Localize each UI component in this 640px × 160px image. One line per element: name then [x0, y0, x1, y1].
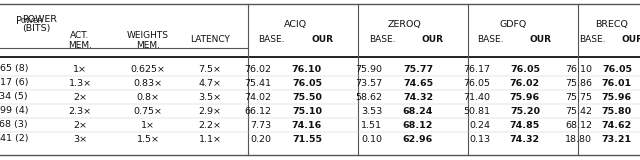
Text: 76.17: 76.17	[463, 64, 490, 73]
Text: BASE.: BASE.	[369, 36, 396, 44]
Text: 74.32: 74.32	[510, 135, 540, 144]
Text: 76.02: 76.02	[244, 64, 271, 73]
Text: 74.85: 74.85	[509, 120, 540, 129]
Text: 71.40: 71.40	[463, 92, 490, 101]
Text: 75.75: 75.75	[565, 92, 592, 101]
Text: 76.05: 76.05	[463, 79, 490, 88]
Text: ZEROQ: ZEROQ	[388, 20, 422, 28]
Text: 76.10: 76.10	[292, 64, 322, 73]
Text: BRECQ: BRECQ	[596, 20, 628, 28]
Text: 134 (5): 134 (5)	[0, 92, 28, 101]
Text: 75.41: 75.41	[244, 79, 271, 88]
Text: 0.75×: 0.75×	[134, 107, 163, 116]
Text: 0.24: 0.24	[469, 120, 490, 129]
Text: P: P	[16, 16, 22, 26]
Text: 75.42: 75.42	[565, 107, 592, 116]
Text: 50.81: 50.81	[463, 107, 490, 116]
Text: 68.24: 68.24	[403, 107, 433, 116]
Text: 75.86: 75.86	[565, 79, 592, 88]
Text: 73.21: 73.21	[602, 135, 632, 144]
Text: 0.20: 0.20	[250, 135, 271, 144]
Text: 0.13: 0.13	[469, 135, 490, 144]
Text: BASE.: BASE.	[258, 36, 284, 44]
Text: (BITS): (BITS)	[22, 24, 51, 33]
Text: OUR: OUR	[529, 36, 551, 44]
Text: 74.02: 74.02	[244, 92, 271, 101]
Text: 2×: 2×	[73, 92, 87, 101]
Text: OUR: OUR	[311, 36, 333, 44]
Text: 41 (2): 41 (2)	[0, 135, 28, 144]
Text: 2×: 2×	[73, 120, 87, 129]
Text: BASE.: BASE.	[477, 36, 503, 44]
Text: 58.62: 58.62	[355, 92, 382, 101]
Text: 18.80: 18.80	[565, 135, 592, 144]
Text: ACT.: ACT.	[70, 32, 90, 40]
Text: BASE.: BASE.	[579, 36, 605, 44]
Text: 3×: 3×	[73, 135, 87, 144]
Text: 74.65: 74.65	[403, 79, 433, 88]
Text: 0.8×: 0.8×	[136, 92, 159, 101]
Text: 4.7×: 4.7×	[198, 79, 221, 88]
Text: 1×: 1×	[141, 120, 155, 129]
Text: 66.12: 66.12	[244, 107, 271, 116]
Text: 75.90: 75.90	[355, 64, 382, 73]
Text: 1.1×: 1.1×	[198, 135, 221, 144]
Text: 74.62: 74.62	[602, 120, 632, 129]
Text: 265 (8): 265 (8)	[0, 64, 28, 73]
Text: 0.625×: 0.625×	[131, 64, 166, 73]
Text: 217 (6): 217 (6)	[0, 79, 28, 88]
Text: 1×: 1×	[73, 64, 87, 73]
Text: 3.53: 3.53	[361, 107, 382, 116]
Text: 68.12: 68.12	[565, 120, 592, 129]
Text: 76.10: 76.10	[565, 64, 592, 73]
Text: 73.57: 73.57	[355, 79, 382, 88]
Text: 2.2×: 2.2×	[198, 120, 221, 129]
Text: MEM.: MEM.	[136, 40, 160, 49]
Text: 1.51: 1.51	[361, 120, 382, 129]
Text: 0.10: 0.10	[361, 135, 382, 144]
Text: 75.10: 75.10	[292, 107, 322, 116]
Text: 75.50: 75.50	[292, 92, 322, 101]
Text: 7.5×: 7.5×	[198, 64, 221, 73]
Text: 75.20: 75.20	[510, 107, 540, 116]
Text: 1.3×: 1.3×	[68, 79, 92, 88]
Text: 2.3×: 2.3×	[68, 107, 92, 116]
Text: 74.32: 74.32	[403, 92, 433, 101]
Text: 1.5×: 1.5×	[136, 135, 159, 144]
Text: 2.9×: 2.9×	[198, 107, 221, 116]
Text: 76.01: 76.01	[602, 79, 632, 88]
Text: GDFQ: GDFQ	[499, 20, 527, 28]
Text: 76.05: 76.05	[510, 64, 540, 73]
Text: 75.80: 75.80	[602, 107, 632, 116]
Text: 68.12: 68.12	[403, 120, 433, 129]
Text: MEM.: MEM.	[68, 40, 92, 49]
Text: 75.96: 75.96	[602, 92, 632, 101]
Text: OUR: OUR	[621, 36, 640, 44]
Text: OWER: OWER	[20, 18, 44, 24]
Text: 71.55: 71.55	[292, 135, 322, 144]
Text: 68 (3): 68 (3)	[0, 120, 28, 129]
Text: 75.77: 75.77	[403, 64, 433, 73]
Text: 3.5×: 3.5×	[198, 92, 221, 101]
Text: 7.73: 7.73	[250, 120, 271, 129]
Text: 62.96: 62.96	[403, 135, 433, 144]
Text: 76.05: 76.05	[292, 79, 322, 88]
Text: LATENCY: LATENCY	[190, 36, 230, 44]
Text: WEIGHTS: WEIGHTS	[127, 32, 169, 40]
Text: POWER: POWER	[22, 16, 57, 24]
Text: 99 (4): 99 (4)	[0, 107, 28, 116]
Text: OUR: OUR	[422, 36, 444, 44]
Text: ACIQ: ACIQ	[284, 20, 307, 28]
Text: 74.16: 74.16	[292, 120, 322, 129]
Text: 76.05: 76.05	[602, 64, 632, 73]
Text: 76.02: 76.02	[510, 79, 540, 88]
Text: 75.96: 75.96	[510, 92, 540, 101]
Text: 0.83×: 0.83×	[133, 79, 163, 88]
